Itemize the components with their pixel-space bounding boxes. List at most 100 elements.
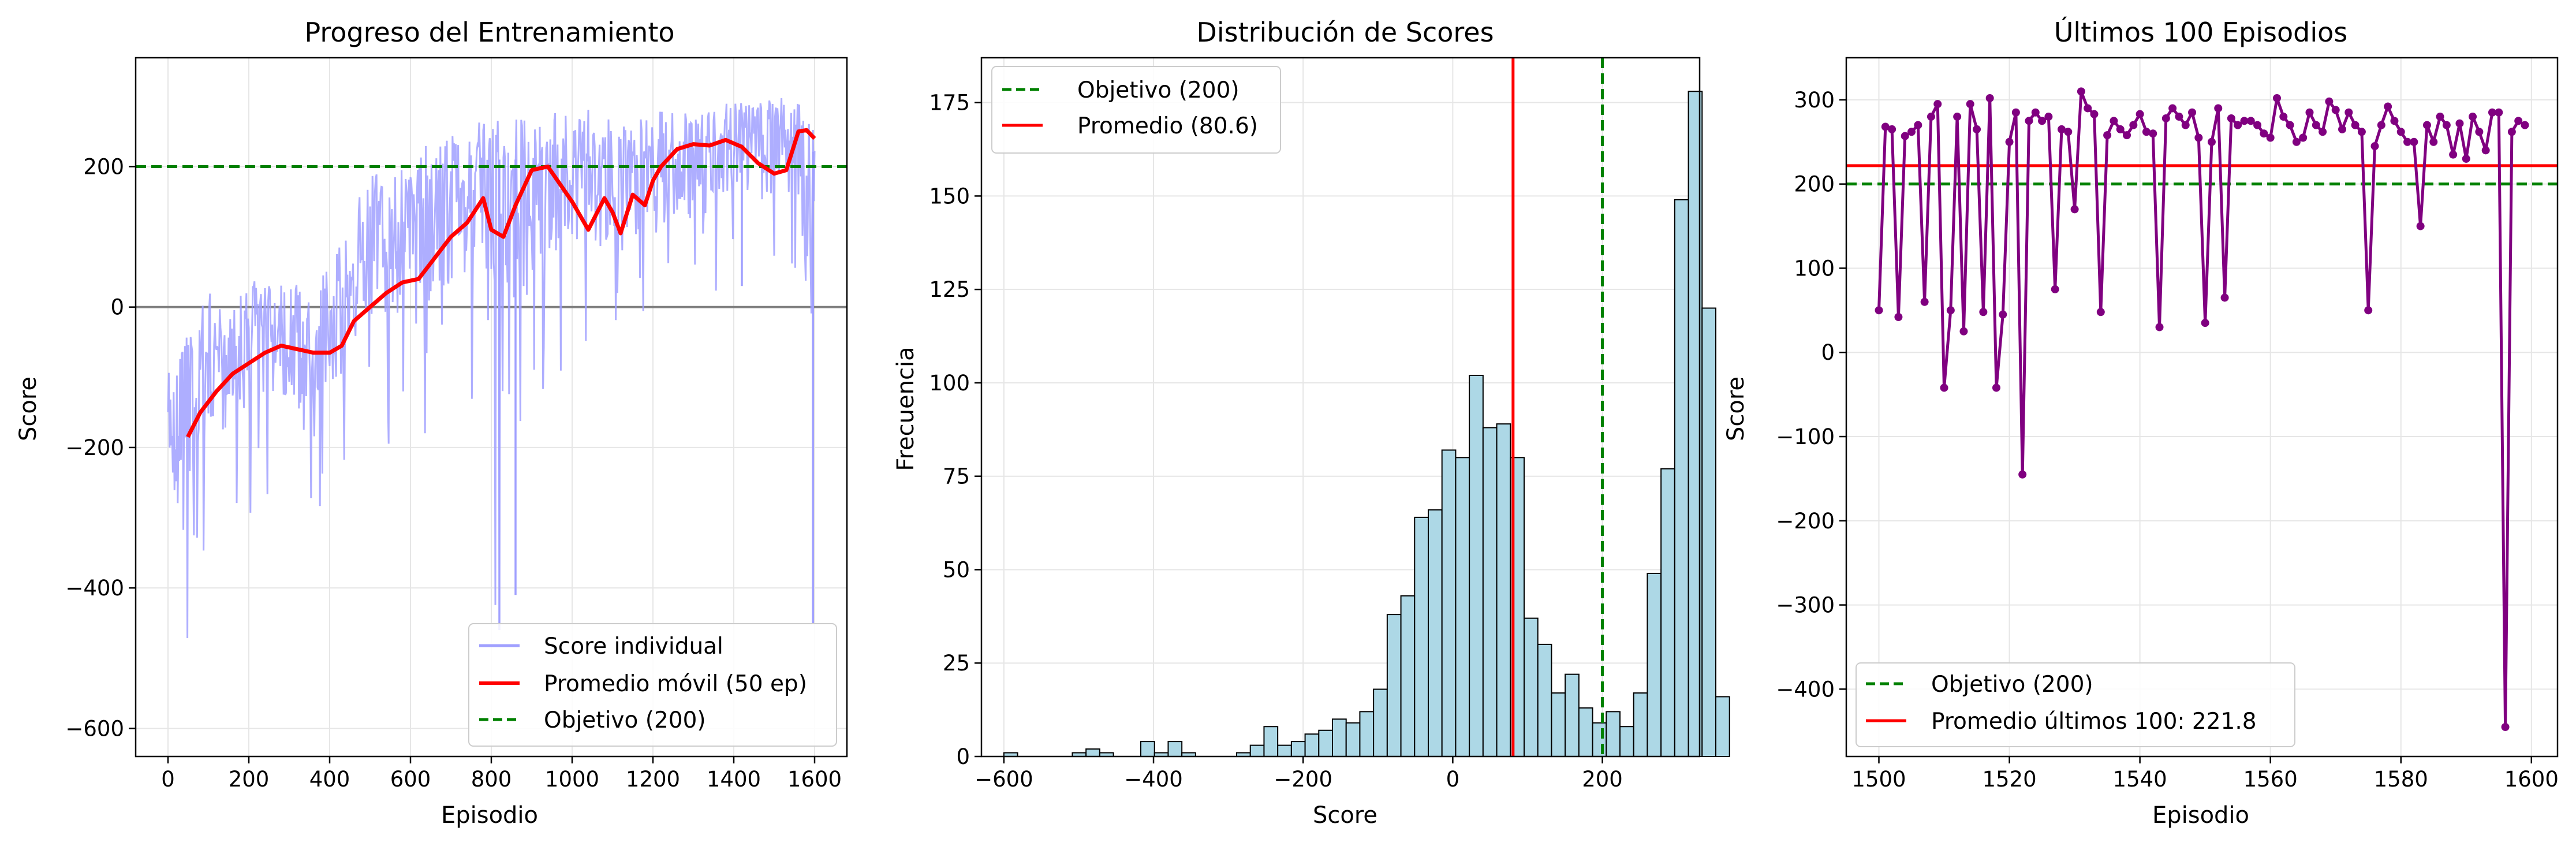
histogram-bar	[1318, 729, 1334, 758]
histogram-bar	[1496, 423, 1511, 757]
histogram-bar	[1606, 711, 1621, 757]
series-moving-average	[186, 128, 816, 438]
data-point	[2175, 113, 2183, 121]
data-point	[2442, 121, 2451, 129]
plot-frame	[980, 57, 1701, 758]
data-point	[2096, 308, 2105, 316]
data-point	[2331, 106, 2340, 114]
y-tick-label: 175	[929, 91, 970, 115]
data-point	[2370, 142, 2379, 151]
data-point	[1927, 113, 1935, 121]
legend: Objetivo (200) Promedio últimos 100: 221…	[1856, 662, 2295, 747]
data-point	[1875, 306, 1883, 315]
data-point	[2057, 125, 2066, 133]
data-point	[1966, 100, 1974, 109]
data-point	[2077, 87, 2085, 96]
data-point	[1933, 100, 1942, 109]
data-point	[2005, 137, 2014, 146]
histogram-bar	[1455, 457, 1470, 757]
data-point	[2201, 319, 2209, 327]
histogram-bar	[1359, 711, 1375, 757]
y-axis-label: Frecuencia	[893, 346, 919, 471]
data-point	[2181, 121, 2190, 129]
data-point	[2031, 108, 2040, 117]
legend-label-objetivo: Objetivo (200)	[1077, 77, 1240, 103]
histogram-bar	[1701, 307, 1716, 757]
data-point	[2514, 117, 2523, 125]
data-point	[2272, 94, 2281, 102]
data-point	[2312, 121, 2320, 129]
data-point	[2188, 108, 2197, 117]
x-tick-label: −600	[975, 767, 1033, 792]
data-point	[2240, 117, 2249, 125]
x-tick-label: 1560	[2243, 767, 2298, 792]
x-tick-label: 0	[1446, 767, 1460, 792]
histogram-bar	[1469, 375, 1484, 757]
histogram-bar	[1345, 722, 1361, 757]
x-tick-label: −400	[1124, 767, 1183, 792]
data-point	[2410, 137, 2418, 146]
histogram-bar	[1386, 614, 1402, 758]
data-point	[1907, 128, 1916, 136]
chart-panel-training-progress: Progreso del Entrenamiento Episodio Scor…	[15, 17, 848, 829]
data-point	[2390, 117, 2399, 125]
legend: Objetivo (200) Promedio (80.6)	[991, 66, 1281, 154]
data-point	[2521, 121, 2529, 129]
data-point	[2344, 108, 2353, 117]
x-tick-label: 1600	[787, 767, 842, 792]
data-point	[2168, 104, 2177, 113]
x-axis-label: Episodio	[2152, 802, 2249, 829]
data-point	[2396, 128, 2405, 136]
data-point	[2161, 114, 2170, 122]
y-tick-label: 75	[943, 464, 970, 489]
data-point	[2357, 128, 2366, 136]
y-tick-label: −200	[65, 435, 124, 460]
data-point	[1914, 121, 1922, 129]
data-point	[2292, 137, 2301, 146]
data-point	[2194, 133, 2203, 142]
y-tick-label: 0	[110, 295, 124, 320]
chart-panel-score-distribution: Distribución de Scores Score Frecuencia …	[893, 17, 1730, 829]
data-point	[2436, 113, 2444, 121]
histogram-bar	[1085, 748, 1100, 758]
data-point	[2319, 128, 2327, 136]
histogram-bar	[1647, 572, 1662, 757]
histogram-bar	[1660, 468, 1675, 757]
chart-title: Últimos 100 Episodios	[2054, 17, 2347, 48]
data-point	[2064, 128, 2073, 136]
histogram-bar	[1428, 509, 1443, 757]
legend: Score individual Promedio móvil (50 ep) …	[468, 623, 837, 747]
histogram-bar	[1523, 617, 1539, 758]
y-tick-label: 100	[1794, 256, 1835, 281]
y-tick-label: −400	[1776, 677, 1835, 702]
data-point	[2044, 113, 2053, 121]
histogram-bar	[1537, 643, 1552, 757]
data-point	[2025, 117, 2033, 125]
data-point	[2377, 121, 2385, 129]
histogram-bar	[1619, 726, 1634, 758]
series-score-individual	[167, 98, 816, 639]
x-tick-label: 1600	[2504, 767, 2559, 792]
data-point	[2018, 470, 2027, 479]
x-tick-label: 200	[1582, 767, 1623, 792]
data-point	[1901, 132, 1909, 140]
data-point	[2403, 137, 2412, 146]
data-point	[2429, 137, 2438, 146]
x-tick-label: 0	[161, 767, 175, 792]
histogram-bar	[1290, 741, 1306, 758]
y-tick-label: 100	[929, 371, 970, 396]
data-point	[2501, 722, 2510, 731]
data-point	[2260, 129, 2268, 138]
histogram-bar	[1578, 707, 1593, 757]
histogram-bar	[1249, 744, 1265, 758]
series-score-last-100	[1877, 90, 2526, 729]
data-point	[1959, 327, 1968, 336]
chart-title: Distribución de Scores	[1196, 17, 1494, 48]
data-point	[2286, 121, 2294, 129]
histogram-bar	[1482, 427, 1498, 757]
x-tick-label: 1580	[2374, 767, 2428, 792]
histogram-bar	[1277, 744, 1292, 758]
data-point	[1979, 308, 1988, 316]
data-point	[1888, 125, 1896, 133]
